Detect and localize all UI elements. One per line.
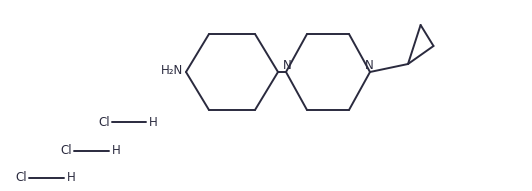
Text: N: N [364,58,373,71]
Text: Cl: Cl [61,144,72,157]
Text: N: N [282,58,292,71]
Text: Cl: Cl [15,171,27,184]
Text: H: H [67,171,76,184]
Text: H: H [149,116,158,129]
Text: H₂N: H₂N [161,63,183,77]
Text: Cl: Cl [98,116,110,129]
Text: H: H [112,144,121,157]
